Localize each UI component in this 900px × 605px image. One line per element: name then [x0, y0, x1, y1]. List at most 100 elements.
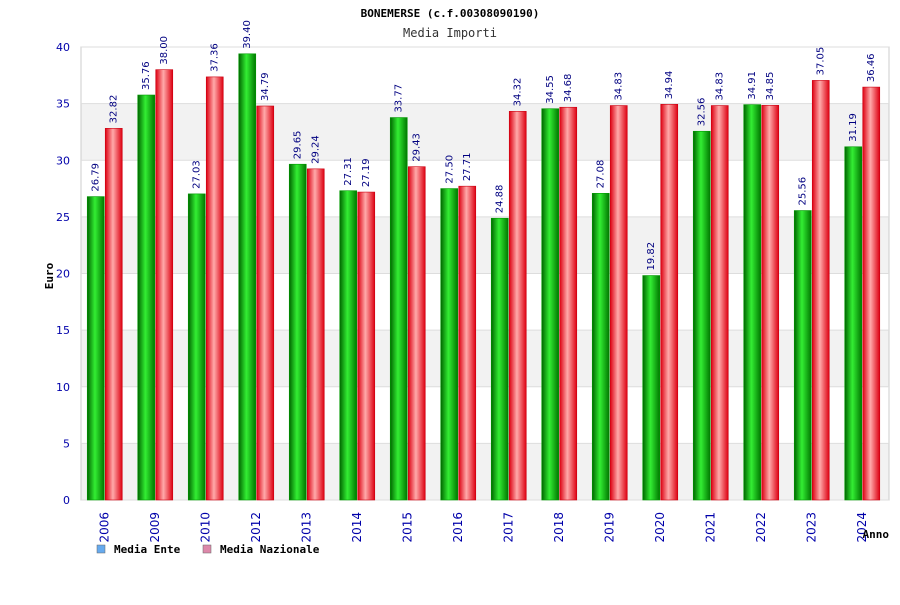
bar-media-nazionale [862, 86, 881, 501]
bar-value-label: 34.94 [664, 71, 675, 100]
bar-value-label: 26.79 [91, 163, 102, 192]
legend: Media Ente Media Nazionale [96, 543, 320, 556]
bar-value-label: 34.79 [260, 72, 271, 101]
y-axis-ticks: 0 5 10 15 20 25 30 35 40 [56, 41, 70, 507]
bar-media-ente [288, 163, 307, 501]
x-tick-label: 2014 [350, 512, 364, 543]
legend-swatch [202, 544, 212, 554]
bar-value-label: 29.65 [293, 131, 304, 160]
bar-value-label: 36.46 [866, 53, 877, 82]
x-tick-label: 2020 [653, 512, 667, 543]
x-tick-label: 2010 [198, 512, 212, 543]
bar-value-label: 19.82 [646, 242, 657, 271]
x-tick-label: 2021 [703, 512, 717, 543]
bar-value-label: 34.32 [513, 78, 524, 107]
bar-media-nazionale [256, 105, 275, 501]
bar-media-ente [844, 146, 863, 501]
bar-value-label: 34.85 [765, 72, 776, 101]
bar-value-label: 34.68 [563, 74, 574, 103]
bar-media-nazionale [811, 80, 830, 501]
bar-media-nazionale [609, 105, 628, 501]
x-tick-label: 2015 [400, 512, 414, 543]
bar-value-label: 27.50 [444, 155, 455, 184]
x-tick-label: 2018 [552, 512, 566, 543]
bars-group [86, 53, 881, 501]
legend-label: Media Nazionale [220, 543, 320, 556]
x-tick-label: 2006 [97, 512, 111, 543]
x-tick-label: 2012 [249, 512, 263, 543]
y-tick-label: 25 [56, 211, 70, 224]
bar-value-label: 29.24 [311, 135, 322, 164]
bar-media-ente [389, 117, 408, 501]
x-tick-label: 2009 [148, 512, 162, 543]
bar-media-nazionale [306, 168, 325, 501]
y-tick-label: 15 [56, 324, 70, 337]
bar-value-label: 35.76 [141, 61, 152, 90]
x-tick-label: 2024 [855, 512, 869, 543]
bar-media-ente [339, 190, 358, 501]
y-tick-label: 0 [63, 494, 70, 507]
y-tick-label: 30 [56, 154, 70, 167]
bar-media-nazionale [104, 128, 123, 501]
bar-value-label: 27.71 [462, 153, 473, 182]
bar-media-nazionale [710, 105, 729, 501]
bar-value-label: 37.36 [210, 43, 221, 72]
chart-title: BONEMERSE (c.f.00308090190) [361, 7, 540, 20]
bar-media-ente [238, 53, 257, 501]
bar-media-ente [137, 94, 156, 501]
x-tick-label: 2019 [602, 512, 616, 543]
bar-value-label: 27.03 [192, 160, 203, 189]
bar-value-label: 27.31 [343, 157, 354, 186]
bar-value-label: 27.19 [361, 158, 372, 187]
bar-value-label: 34.55 [545, 75, 556, 104]
bar-value-label: 34.83 [715, 72, 726, 101]
bar-media-ente [642, 275, 661, 501]
x-tick-label: 2013 [299, 512, 313, 543]
bar-value-label: 24.88 [495, 185, 506, 214]
bar-value-label: 38.00 [159, 36, 170, 65]
y-tick-label: 20 [56, 268, 70, 281]
legend-label: Media Ente [114, 543, 181, 556]
x-axis-label: Anno [863, 528, 890, 541]
y-axis-label: Euro [43, 262, 56, 289]
y-tick-label: 5 [63, 437, 70, 450]
bar-value-label: 34.91 [747, 71, 758, 100]
x-tick-label: 2022 [754, 512, 768, 543]
bar-media-nazionale [660, 104, 679, 501]
bar-value-label: 39.40 [242, 20, 253, 49]
bar-value-label: 25.56 [798, 177, 809, 206]
bar-media-ente [793, 210, 812, 501]
bar-media-ente [692, 130, 711, 501]
bar-value-label: 31.19 [848, 113, 859, 142]
bar-media-ente [187, 193, 206, 501]
bar-value-label: 32.56 [697, 98, 708, 127]
bar-value-label: 34.83 [614, 72, 625, 101]
bar-media-nazionale [508, 111, 527, 501]
bar-media-nazionale [155, 69, 174, 501]
x-axis-ticks: 2006 2009 2010 2012 2013 2014 2015 2016 2017 2018… [97, 512, 869, 543]
bar-value-label: 32.82 [109, 95, 120, 124]
bar-media-nazionale [407, 166, 426, 501]
bar-media-nazionale [458, 185, 477, 501]
x-tick-label: 2016 [451, 512, 465, 543]
bar-media-ente [591, 193, 610, 501]
bar-media-ente [440, 188, 459, 501]
bar-media-nazionale [761, 105, 780, 501]
legend-swatch [96, 544, 106, 554]
value-labels: 26.79 32.82 35.76 38.00 27.03 37.36 39.40 34.79… [91, 20, 878, 270]
y-tick-label: 40 [56, 41, 70, 54]
y-tick-label: 10 [56, 381, 70, 394]
bar-value-label: 37.05 [816, 47, 827, 76]
bar-value-label: 27.08 [596, 160, 607, 189]
x-tick-label: 2023 [804, 512, 818, 543]
bar-media-nazionale [559, 106, 578, 501]
bar-value-label: 33.77 [394, 84, 405, 113]
bar-media-ente [541, 108, 560, 501]
bar-media-ente [743, 104, 762, 501]
bar-media-ente [490, 217, 509, 501]
bar-value-label: 29.43 [412, 133, 423, 162]
y-tick-label: 35 [56, 98, 70, 111]
bar-media-nazionale [205, 76, 224, 501]
